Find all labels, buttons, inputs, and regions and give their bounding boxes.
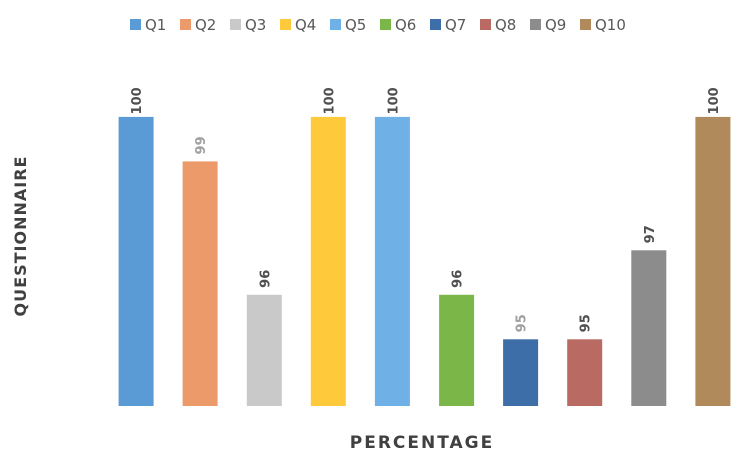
data-label-q2: 99 [194,136,209,154]
data-label-q6: 96 [451,270,466,288]
legend-label-q9: Q9 [545,16,566,34]
bar-group [118,116,731,407]
bar-q10 [695,116,731,407]
data-label-q10: 100 [707,87,722,114]
bar-q8 [567,339,603,406]
data-label-q4: 100 [322,87,337,114]
data-label-q9: 97 [643,225,658,243]
legend-label-q7: Q7 [445,16,466,34]
bar-q3 [246,294,282,406]
legend-swatch-q7 [430,19,441,30]
data-label-q8: 95 [579,314,594,332]
legend-swatch-q5 [330,19,341,30]
data-label-q5: 100 [386,87,401,114]
legend-label-q2: Q2 [195,16,216,34]
legend-swatch-q2 [180,19,191,30]
legend-label-q4: Q4 [295,16,316,34]
legend-swatch-q6 [380,19,391,30]
data-label-q3: 96 [258,270,273,288]
chart-legend: Q1 Q2 Q3 Q4 Q5 Q6 Q7 Q8 Q9 Q10 [130,16,626,34]
legend-swatch-q10 [580,19,591,30]
y-axis-title: QUESTIONNAIRE [11,156,30,317]
legend-label-q5: Q5 [345,16,366,34]
legend-label-q6: Q6 [395,16,416,34]
data-label-q7: 95 [515,314,530,332]
legend-label-q3: Q3 [245,16,266,34]
data-label-q1: 100 [130,87,145,114]
legend-swatch-q1 [130,19,141,30]
bar-q7 [503,339,539,406]
bar-q2 [182,161,218,406]
legend-label-q1: Q1 [145,16,166,34]
legend-swatch-q3 [230,19,241,30]
bar-q1 [118,116,154,407]
legend-swatch-q9 [530,19,541,30]
legend-swatch-q4 [280,19,291,30]
bar-q6 [439,294,475,406]
legend-label-q8: Q8 [495,16,516,34]
x-axis-title: PERCENTAGE [350,433,494,452]
bar-q4 [310,116,346,407]
bar-q5 [374,116,410,407]
legend-label-q10: Q10 [595,16,626,34]
bar-q9 [631,250,667,406]
legend-swatch-q8 [480,19,491,30]
data-label-group: 100 99 96 100 100 96 95 95 97 100 [130,87,722,332]
